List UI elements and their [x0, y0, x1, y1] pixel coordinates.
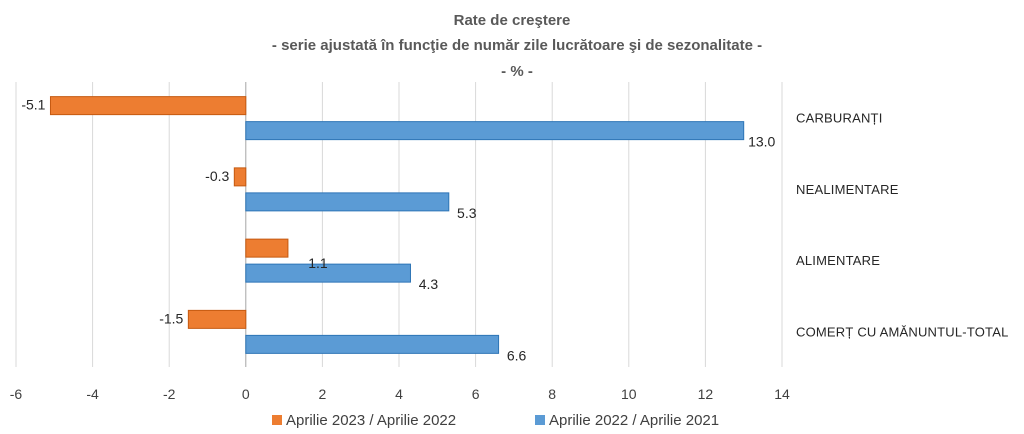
x-tick-label: 8 — [548, 386, 556, 402]
bar-2023 — [245, 238, 289, 258]
x-tick-label: -2 — [163, 386, 176, 402]
data-label: -5.1 — [21, 97, 45, 113]
legend-label: Aprilie 2022 / Aprilie 2021 — [549, 412, 719, 429]
bar-2022 — [245, 334, 500, 354]
legend: Aprilie 2023 / Aprilie 2022 Aprilie 2022 … — [272, 412, 719, 429]
data-label: 4.3 — [419, 276, 439, 292]
data-label: -0.3 — [205, 168, 229, 184]
bar-2022 — [245, 263, 411, 283]
chart-title: Rate de creştere — [454, 12, 571, 29]
x-axis-ticks: -6 -4 -2 0 2 4 6 8 10 12 14 — [10, 386, 790, 402]
bar-2023 — [49, 96, 247, 116]
x-tick-label: 6 — [472, 386, 480, 402]
bars — [49, 96, 745, 354]
bar-2023 — [187, 309, 247, 329]
data-label: 5.3 — [457, 205, 477, 221]
category-labels: COMERȚ CU AMĂNUNTUL-TOTAL ALIMENTARE NEALI… — [796, 111, 1009, 340]
x-tick-label: 14 — [774, 386, 790, 402]
category-label: COMERȚ CU AMĂNUNTUL-TOTAL — [796, 324, 1009, 339]
x-tick-label: -4 — [86, 386, 99, 402]
category-label: ALIMENTARE — [796, 253, 880, 268]
data-label: 13.0 — [748, 134, 775, 150]
x-tick-label: 12 — [698, 386, 714, 402]
x-tick-label: 0 — [242, 386, 250, 402]
bar-2022 — [245, 121, 745, 141]
data-label: 1.1 — [308, 255, 328, 271]
x-tick-label: 4 — [395, 386, 403, 402]
data-labels: -1.5 6.6 1.1 4.3 -0.3 5.3 -5.1 13.0 — [21, 97, 775, 364]
x-tick-label: -6 — [10, 386, 23, 402]
data-label: -1.5 — [159, 310, 183, 326]
legend-swatch-2023 — [272, 415, 282, 425]
chart-unit-line: - % - — [501, 63, 533, 80]
category-label: CARBURANȚI — [796, 111, 883, 126]
bar-2023 — [233, 167, 247, 187]
x-tick-label: 2 — [319, 386, 327, 402]
legend-label: Aprilie 2023 / Aprilie 2022 — [286, 412, 456, 429]
data-label: 6.6 — [507, 347, 527, 363]
chart-subtitle: - serie ajustată în funcţie de număr zil… — [272, 37, 762, 54]
legend-swatch-2022 — [535, 415, 545, 425]
x-tick-label: 10 — [621, 386, 637, 402]
category-label: NEALIMENTARE — [796, 182, 899, 197]
bar-2022 — [245, 192, 450, 212]
